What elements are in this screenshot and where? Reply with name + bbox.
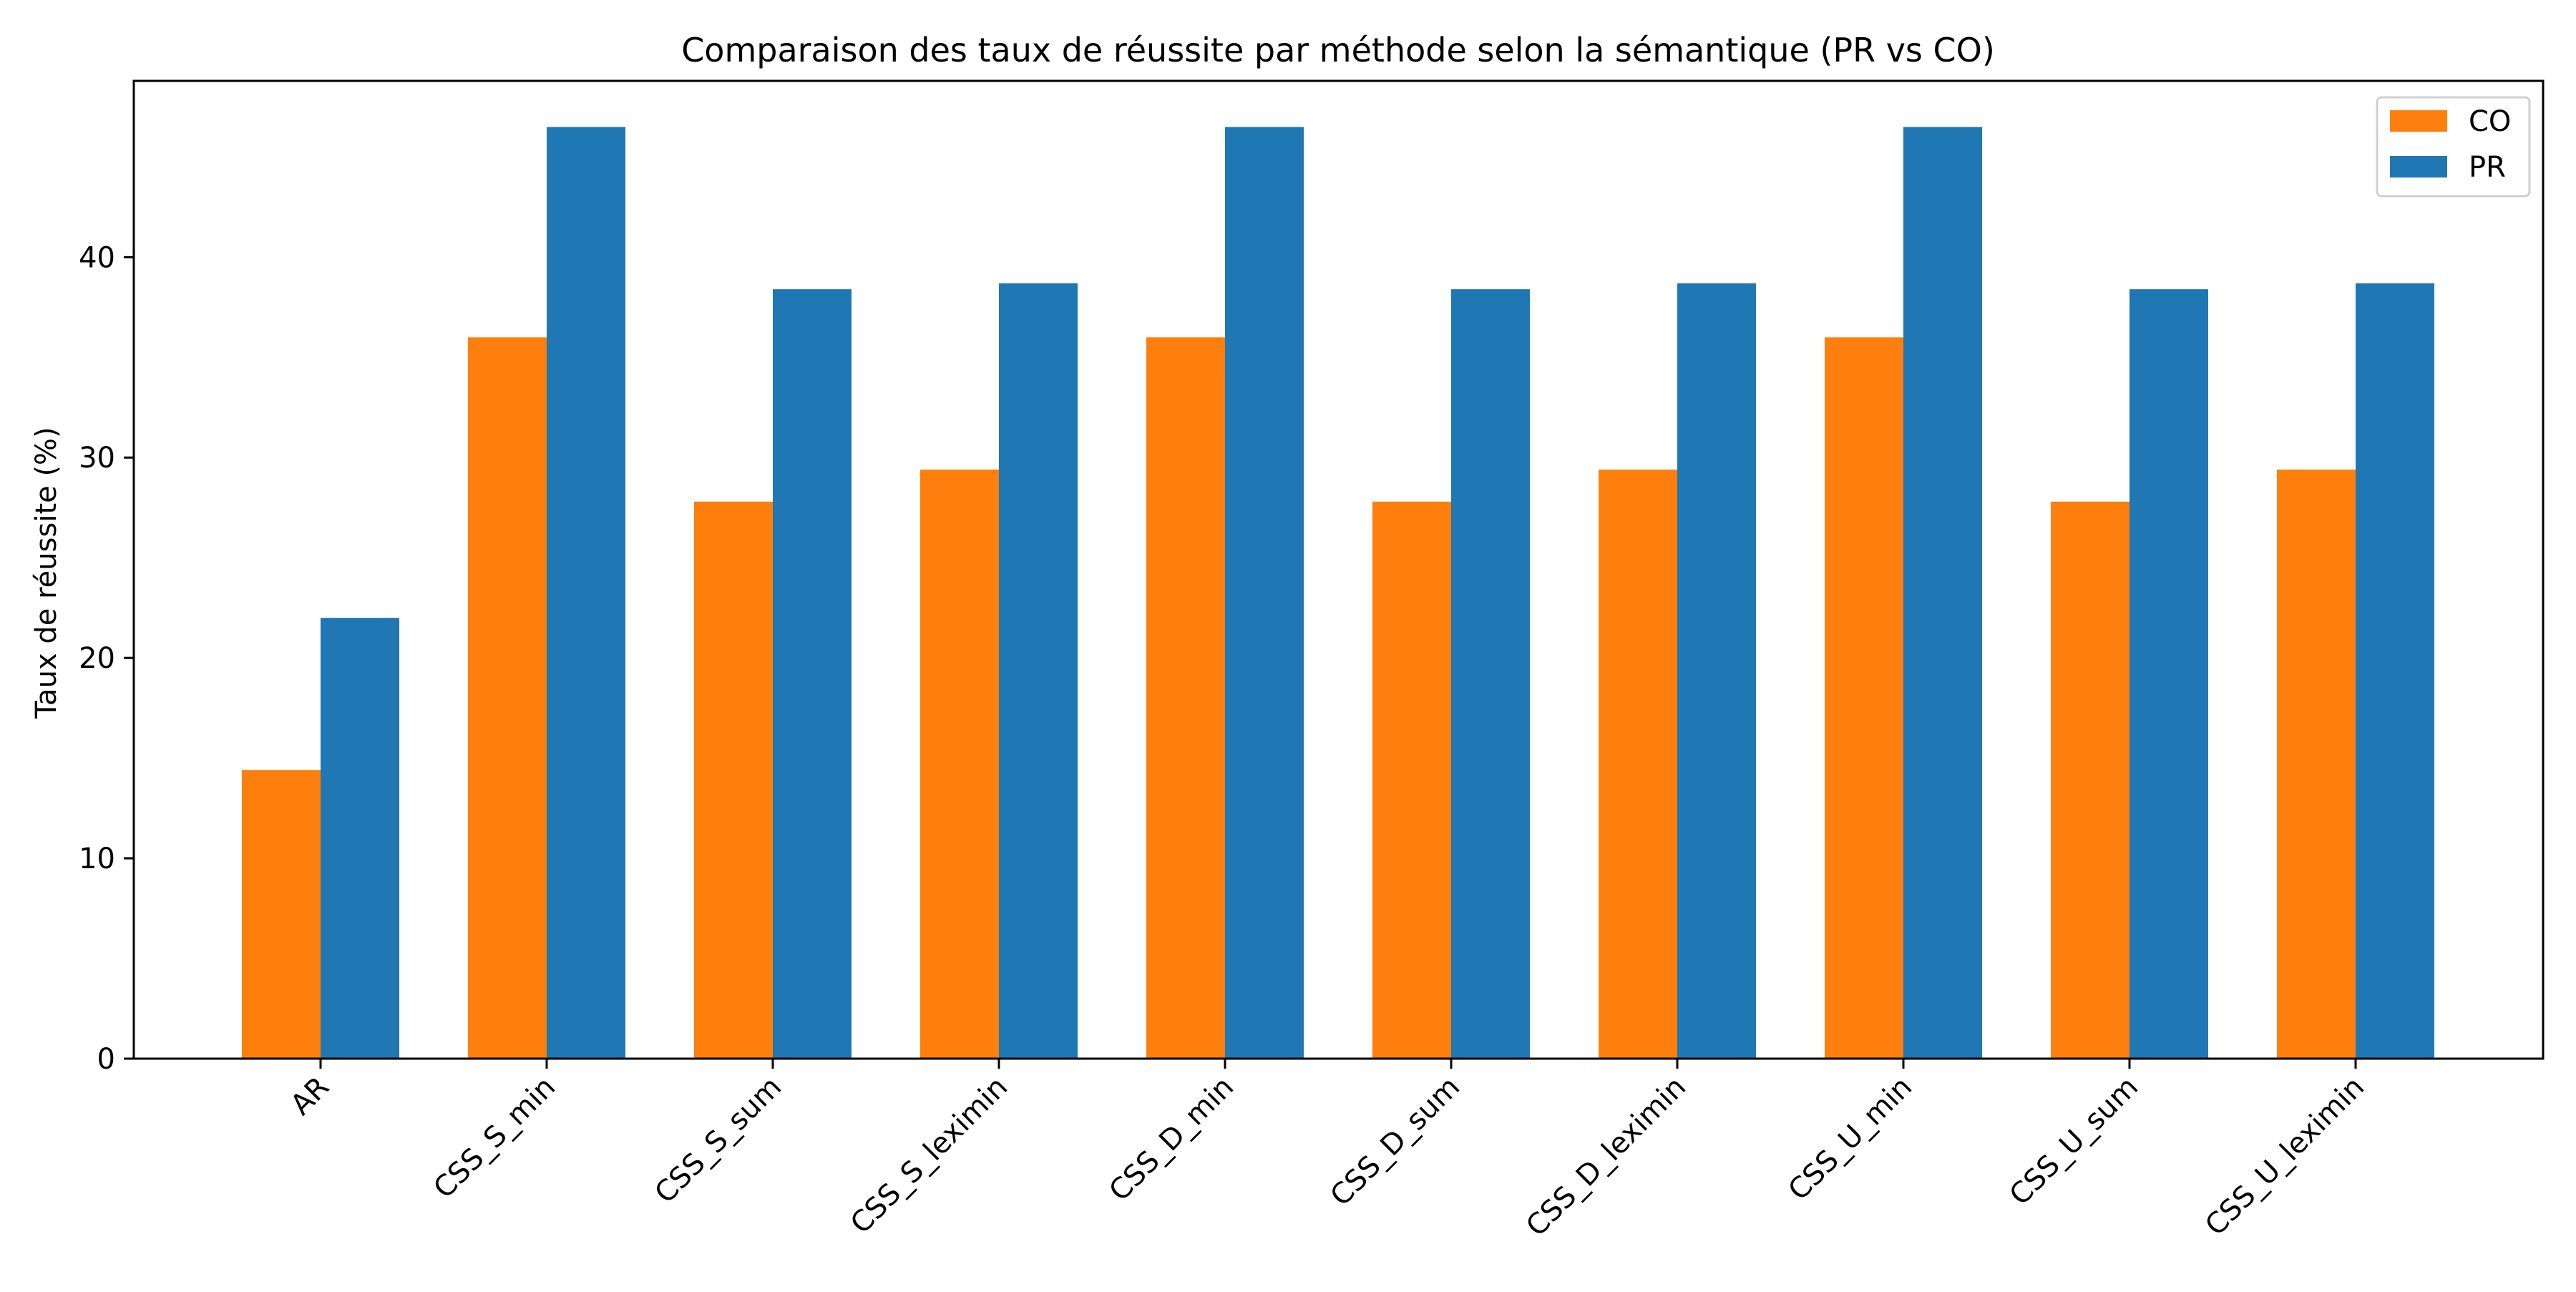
bar-co-css-u-sum bbox=[2051, 501, 2129, 1059]
y-tick-label: 30 bbox=[79, 442, 115, 475]
legend-swatch-co bbox=[2390, 110, 2447, 132]
bar-pr-css-d-sum bbox=[1451, 289, 1530, 1059]
legend-label-pr: PR bbox=[2469, 151, 2506, 184]
bar-co-css-d-min bbox=[1146, 337, 1225, 1059]
legend-swatch-pr bbox=[2390, 156, 2447, 178]
legend-label-co: CO bbox=[2469, 105, 2511, 138]
plot-frame bbox=[132, 79, 2545, 1060]
y-tick-label: 20 bbox=[79, 642, 115, 675]
y-tick-label: 40 bbox=[79, 241, 115, 274]
bar-co-css-u-leximin bbox=[2277, 470, 2356, 1059]
bar-pr-css-s-leximin bbox=[999, 283, 1078, 1059]
bar-pr-css-d-min bbox=[1225, 127, 1304, 1059]
chart-title: Comparaison des taux de réussite par mét… bbox=[681, 31, 1995, 69]
bar-co-css-d-leximin bbox=[1599, 470, 1677, 1059]
bar-pr-css-d-leximin bbox=[1677, 283, 1756, 1059]
bar-pr-css-s-min bbox=[547, 127, 625, 1059]
bar-co-css-d-sum bbox=[1372, 501, 1451, 1059]
bars-layer bbox=[242, 127, 2434, 1059]
bar-co-css-s-leximin bbox=[920, 470, 999, 1059]
bar-co-css-u-min bbox=[1825, 337, 1903, 1059]
bar-co-ar bbox=[242, 769, 321, 1059]
legend[interactable]: CO PR bbox=[2376, 96, 2531, 198]
y-tick-label: 0 bbox=[97, 1043, 115, 1076]
y-tick-label: 10 bbox=[79, 842, 115, 875]
y-axis-label: Taux de réussite (%) bbox=[30, 427, 63, 719]
bar-co-css-s-sum bbox=[694, 501, 773, 1059]
bar-pr-css-u-leximin bbox=[2356, 283, 2434, 1059]
bar-pr-css-s-sum bbox=[773, 289, 852, 1059]
bar-pr-css-u-sum bbox=[2129, 289, 2208, 1059]
bar-pr-css-u-min bbox=[1903, 127, 1982, 1059]
bar-pr-ar bbox=[321, 618, 399, 1059]
bar-co-css-s-min bbox=[468, 337, 547, 1059]
